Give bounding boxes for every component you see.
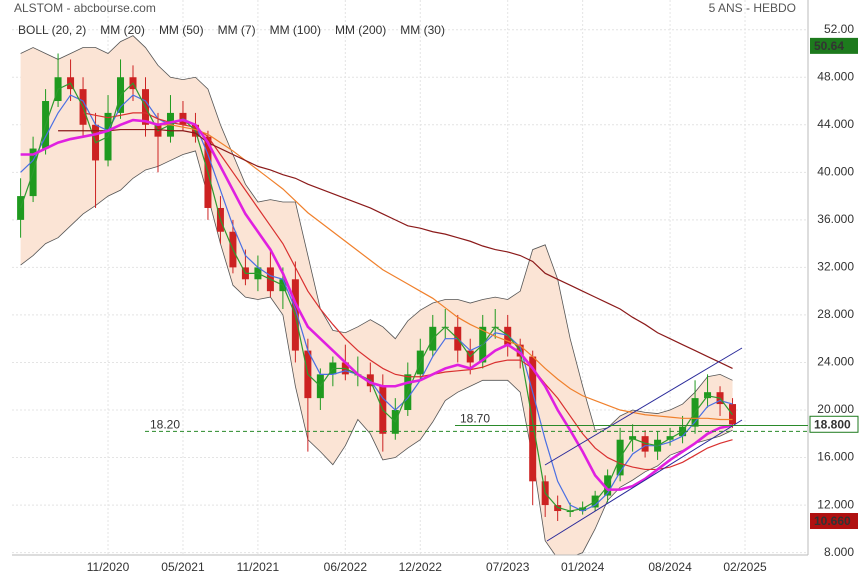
moving-average-line xyxy=(20,118,733,491)
y-tick-label: 40.000 xyxy=(817,164,854,178)
level-label: 18.70 xyxy=(460,412,490,426)
trend-channel-lower xyxy=(546,419,743,542)
y-tick-label: 24.000 xyxy=(817,355,854,369)
bollinger-lower xyxy=(20,150,733,555)
legend-entry: BOLL (20, 2) xyxy=(18,23,86,37)
y-tick-label: 8.000 xyxy=(824,545,854,559)
y-tick-label: 20.000 xyxy=(817,402,854,416)
price-tag-label: 50.64 xyxy=(814,39,844,53)
y-tick-label: 16.000 xyxy=(817,450,854,464)
y-tick-label: 12.000 xyxy=(817,497,854,511)
x-tick-label: 06/2022 xyxy=(324,560,368,574)
x-tick-label: 08/2024 xyxy=(648,560,692,574)
y-tick-label: 52.00 xyxy=(824,22,854,36)
x-tick-label: 11/2020 xyxy=(87,560,130,574)
price-tag-box xyxy=(810,513,858,530)
y-tick-label: 48.000 xyxy=(817,69,854,83)
legend-entry: MM (50) xyxy=(159,23,204,37)
overlay: 18.20 18.70 xyxy=(12,0,809,556)
legend-entry: MM (200) xyxy=(335,23,386,37)
moving-average-line xyxy=(157,124,733,421)
level-label: 18.20 xyxy=(150,418,180,432)
x-tick-label: 05/2021 xyxy=(161,560,205,574)
x-tick-label: 01/2024 xyxy=(561,560,605,574)
y-tick-label: 28.000 xyxy=(817,307,854,321)
legend-entry: MM (30) xyxy=(400,23,445,37)
price-tag-box xyxy=(809,415,859,433)
y-tick-label: 44.000 xyxy=(817,117,854,131)
y-tick-label: 32.000 xyxy=(817,260,854,274)
bollinger-upper xyxy=(20,35,733,431)
trend-channel-upper xyxy=(544,347,743,466)
x-tick-label: 11/2021 xyxy=(237,560,280,574)
legend-entry: MM (7) xyxy=(218,23,256,37)
x-tick-label: 02/2025 xyxy=(723,560,767,574)
chart-subtitle: 5 ANS - HEBDO xyxy=(709,1,796,15)
price-tag-label: 18.800 xyxy=(814,417,851,431)
plot-area xyxy=(17,35,737,555)
price-tag-box xyxy=(810,37,858,54)
y-tick-label: 36.000 xyxy=(817,212,854,226)
moving-average-line xyxy=(58,128,733,369)
x-tick-label: 12/2022 xyxy=(399,560,443,574)
moving-average-line xyxy=(20,82,734,512)
x-tick-label: 07/2023 xyxy=(486,560,530,574)
price-tag-label: 10.660 xyxy=(814,514,851,528)
legend-entry: MM (20) xyxy=(100,23,145,37)
legend-entry: MM (100) xyxy=(270,23,321,37)
chart-title: ALSTOM - abcbourse.com xyxy=(14,1,156,15)
moving-average-line xyxy=(20,94,733,512)
legend: BOLL (20, 2) MM (20) MM (50) MM (7) MM (100)… xyxy=(18,23,445,37)
